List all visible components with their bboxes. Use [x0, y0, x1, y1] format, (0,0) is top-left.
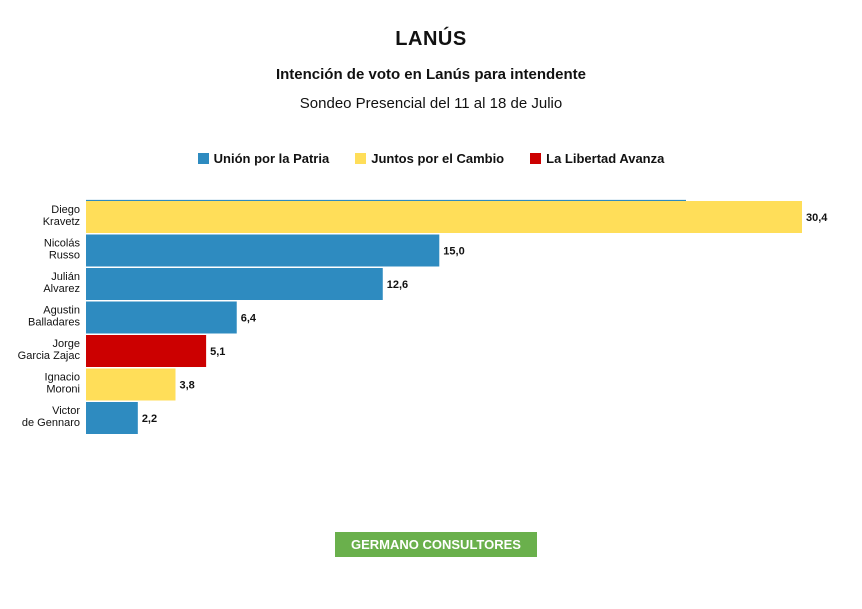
legend-swatch	[355, 153, 367, 164]
category-label: Alvarez	[43, 283, 80, 295]
legend-label: Unión por la Patria	[213, 151, 330, 166]
bar	[86, 234, 440, 267]
bar-value-label: 5,1	[210, 346, 225, 358]
bar-value-label: 6,4	[241, 313, 257, 325]
category-label: Moroni	[46, 384, 80, 396]
chart-subtitle: Intención de voto en Lanús para intenden…	[275, 66, 587, 83]
category-label: Garcia Zajac	[18, 350, 81, 362]
category-label: Agustin	[43, 305, 80, 317]
category-label: Nicolás	[44, 238, 81, 250]
category-label: Russo	[49, 250, 80, 262]
legend-swatch	[530, 153, 542, 164]
legend-swatch	[197, 153, 209, 164]
bar	[86, 368, 176, 401]
bar	[86, 335, 207, 367]
bar-value-label: 15,0	[443, 246, 464, 258]
legend-item-juntos-por-el-cambio: Juntos por el Cambio	[355, 151, 504, 166]
bar-value-label: 2,2	[142, 413, 157, 425]
bar-value-label: 3,8	[180, 380, 195, 392]
bar-value-label: 30,4	[806, 212, 828, 224]
bar	[86, 402, 138, 434]
category-label: Ignacio	[45, 372, 80, 384]
chart-title: LANÚS	[395, 28, 467, 50]
chart-survey-dates: Sondeo Presencial del 11 al 18 de Julio	[299, 95, 563, 112]
legend-item-la-libertad-avanza: La Libertad Avanza	[530, 151, 664, 166]
category-label: Jorge	[52, 338, 80, 350]
bar-value-label: 12,6	[387, 279, 408, 291]
legend-label: La Libertad Avanza	[546, 151, 665, 166]
bar	[86, 301, 237, 334]
source-badge: GERMANO CONSULTORES	[335, 532, 537, 557]
category-label: Julián	[51, 271, 80, 283]
bar	[86, 201, 802, 233]
category-label: Victor	[52, 405, 80, 417]
category-label: Diego	[51, 204, 80, 216]
category-label: Kravetz	[43, 216, 80, 228]
category-label: de Gennaro	[22, 417, 80, 429]
legend-item-union-por-la-patria: Unión por la Patria	[197, 151, 330, 166]
legend: Unión por la Patria Juntos por el Cambio…	[0, 151, 862, 166]
category-label: Balladares	[28, 317, 80, 329]
bar	[86, 268, 383, 300]
legend-label: Juntos por el Cambio	[371, 151, 505, 166]
